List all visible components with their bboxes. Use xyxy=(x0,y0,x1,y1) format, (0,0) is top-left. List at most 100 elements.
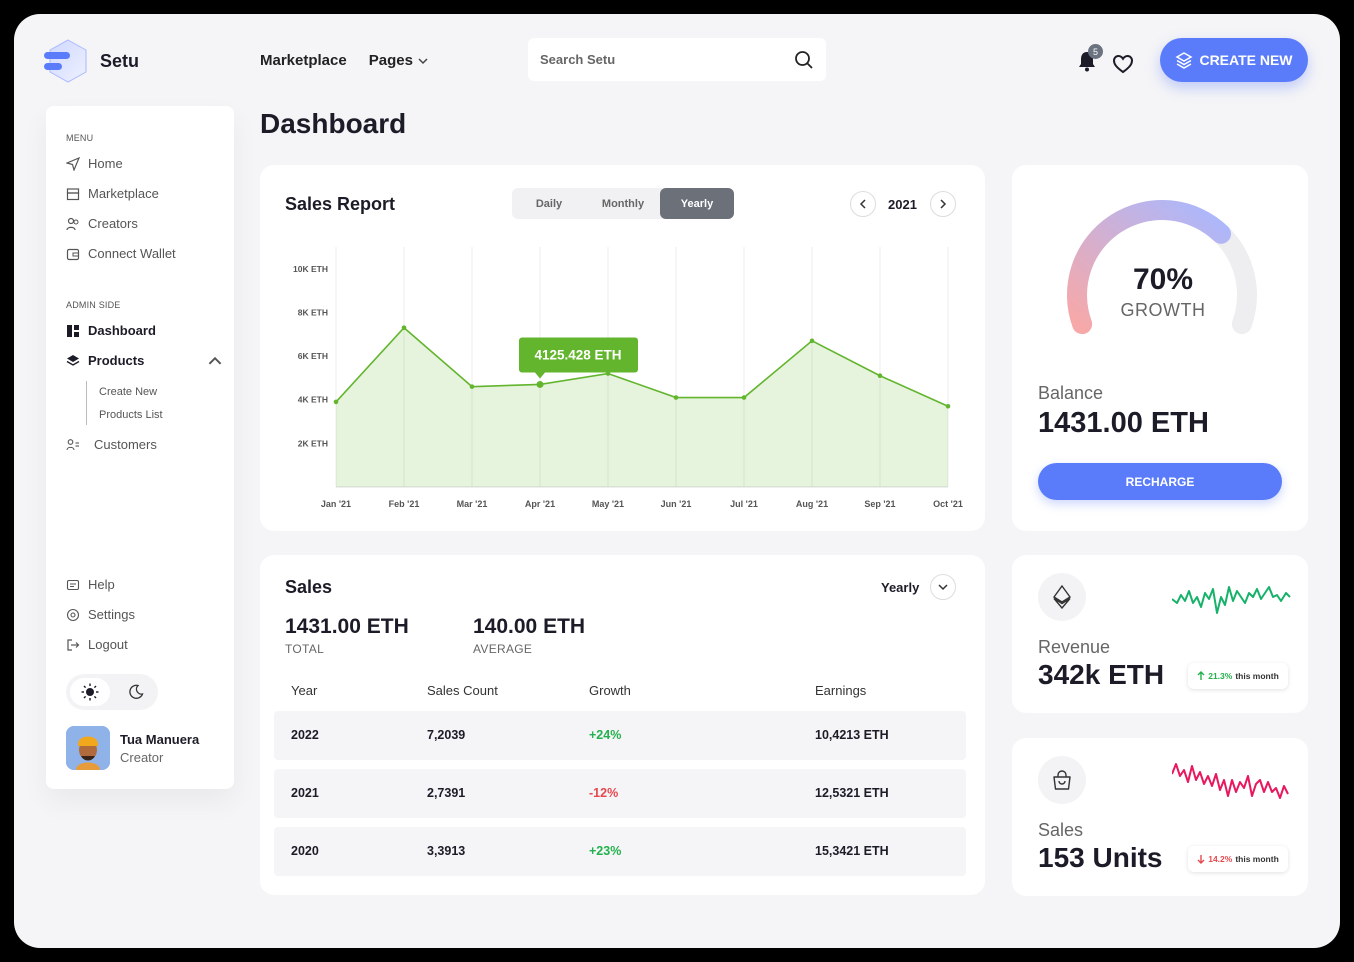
data-point xyxy=(469,384,475,389)
theme-toggle[interactable] xyxy=(66,674,158,710)
ethereum-icon xyxy=(1038,573,1086,621)
tab-daily[interactable]: Daily xyxy=(535,197,563,210)
cell-earnings: 15,3421 ETH xyxy=(815,844,889,858)
sidebar-item-help[interactable]: Help xyxy=(66,577,115,592)
next-year-button[interactable] xyxy=(930,191,956,217)
table-row[interactable]: 2020 3,3913 +23% 15,3421 ETH xyxy=(274,827,966,876)
sun-icon[interactable] xyxy=(70,678,110,706)
sidebar-item-products[interactable]: Products xyxy=(66,353,222,368)
y-tick-label: 8K ETH xyxy=(298,307,328,317)
sidebar-item-customers[interactable]: Customers xyxy=(66,437,157,452)
sales-units-change: 14.2% xyxy=(1208,854,1233,864)
sidebar-subitem-create-new[interactable]: Create New xyxy=(99,386,158,398)
avatar xyxy=(66,726,110,770)
sidebar: MENU Home Marketplace Creators Connect W… xyxy=(46,106,234,789)
table-row[interactable]: 2022 7,2039 +24% 10,4213 ETH xyxy=(274,711,966,760)
cell-growth: +24% xyxy=(589,728,622,742)
table-row[interactable]: 2021 2,7391 -12% 12,5321 ETH xyxy=(274,769,966,818)
sidebar-item-dashboard[interactable]: Dashboard xyxy=(66,323,156,338)
average-value: 140.00 ETH xyxy=(473,615,586,638)
sidebar-item-label: Products xyxy=(88,353,145,368)
area-fill xyxy=(336,327,948,487)
tab-yearly[interactable]: Yearly xyxy=(660,188,734,219)
cell-sales-count: 2,7391 xyxy=(427,786,466,800)
arrow-up-icon xyxy=(1197,671,1205,680)
layers-icon xyxy=(66,354,80,366)
create-new-label: CREATE NEW xyxy=(1199,52,1293,68)
revenue-change-suffix: this month xyxy=(1235,671,1279,681)
period-tabs: Daily Monthly Yearly xyxy=(512,188,734,219)
chart-tooltip: 4125.428 ETH xyxy=(519,337,638,379)
send-icon xyxy=(66,156,80,171)
recharge-button[interactable]: RECHARGE xyxy=(1038,463,1282,500)
data-point xyxy=(401,325,407,331)
sidebar-item-logout[interactable]: Logout xyxy=(66,637,128,652)
sales-period-dropdown[interactable] xyxy=(930,574,956,600)
cell-earnings: 10,4213 ETH xyxy=(815,728,889,742)
page-title: Dashboard xyxy=(260,108,407,139)
gauge-fill xyxy=(1067,200,1232,335)
logo[interactable]: Setu xyxy=(44,38,139,84)
sparkline-path xyxy=(1172,763,1289,799)
sales-chart: 10K ETH 8K ETH 6K ETH 4K ETH 2K ETH Jan '21 Fe… xyxy=(293,247,963,509)
sidebar-item-creators[interactable]: Creators xyxy=(66,216,138,231)
x-tick-label: Sep '21 xyxy=(864,499,895,509)
sales-units-value: 153 Units xyxy=(1038,842,1163,873)
x-tick-label: Jul '21 xyxy=(730,499,758,509)
revenue-label: Revenue xyxy=(1038,637,1111,657)
cell-sales-count: 3,3913 xyxy=(427,844,466,858)
sidebar-item-connect-wallet[interactable]: Connect Wallet xyxy=(66,246,176,261)
revenue-change-badge: 21.3% this month xyxy=(1188,663,1288,689)
data-point xyxy=(536,380,544,388)
nav-marketplace[interactable]: Marketplace xyxy=(260,52,347,69)
chevron-up-icon[interactable] xyxy=(208,354,222,368)
search-input[interactable] xyxy=(540,52,794,67)
sidebar-item-label: Creators xyxy=(88,216,138,231)
data-point xyxy=(877,373,883,379)
x-tick-label: May '21 xyxy=(592,499,624,509)
column-header-year[interactable]: Year xyxy=(291,683,318,698)
cell-year: 2021 xyxy=(291,786,319,800)
user-profile[interactable]: Tua Manuera Creator xyxy=(66,726,199,770)
y-tick-label: 6K ETH xyxy=(298,351,328,361)
notification-badge: 5 xyxy=(1088,44,1103,59)
total-label: TOTAL xyxy=(285,642,325,656)
users-icon xyxy=(66,217,79,230)
customers-icon xyxy=(66,438,79,450)
chevron-right-icon xyxy=(940,199,947,209)
column-header-sales-count[interactable]: Sales Count xyxy=(427,683,498,698)
revenue-change: 21.3% xyxy=(1208,671,1233,681)
prev-year-button[interactable] xyxy=(850,191,876,217)
search-box xyxy=(528,38,826,81)
nav-pages[interactable]: Pages xyxy=(369,52,428,69)
sidebar-subitem-products-list[interactable]: Products List xyxy=(99,409,163,421)
sidebar-item-settings[interactable]: Settings xyxy=(66,607,135,622)
sales-units-label: Sales xyxy=(1038,820,1084,840)
search-icon[interactable] xyxy=(794,50,814,70)
sidebar-item-marketplace[interactable]: Marketplace xyxy=(66,186,159,201)
menu-section-label: MENU xyxy=(66,133,94,143)
data-point xyxy=(333,399,339,405)
x-tick-label: Aug '21 xyxy=(796,499,828,509)
selected-year: 2021 xyxy=(888,197,917,212)
revenue-sparkline xyxy=(1172,586,1291,614)
heart-icon[interactable] xyxy=(1112,54,1134,74)
chevron-down-icon xyxy=(418,57,428,64)
sales-sparkline xyxy=(1172,763,1289,799)
series-line xyxy=(335,326,949,408)
tooltip-box xyxy=(519,337,638,373)
tab-monthly[interactable]: Monthly xyxy=(601,197,645,210)
app-name: Setu xyxy=(100,50,140,71)
create-new-button[interactable]: CREATE NEW xyxy=(1160,38,1308,82)
data-point xyxy=(673,395,679,400)
x-tick-label: Jan '21 xyxy=(321,499,351,509)
column-header-earnings[interactable]: Earnings xyxy=(815,683,867,698)
shopping-bag-icon xyxy=(1038,756,1086,804)
wallet-icon xyxy=(66,248,80,260)
revenue-value: 342k ETH xyxy=(1038,659,1165,690)
moon-icon[interactable] xyxy=(118,678,154,706)
user-role: Creator xyxy=(120,749,164,765)
growth-label: GROWTH xyxy=(1120,300,1206,320)
column-header-growth[interactable]: Growth xyxy=(589,683,631,698)
sidebar-item-home[interactable]: Home xyxy=(66,156,123,171)
